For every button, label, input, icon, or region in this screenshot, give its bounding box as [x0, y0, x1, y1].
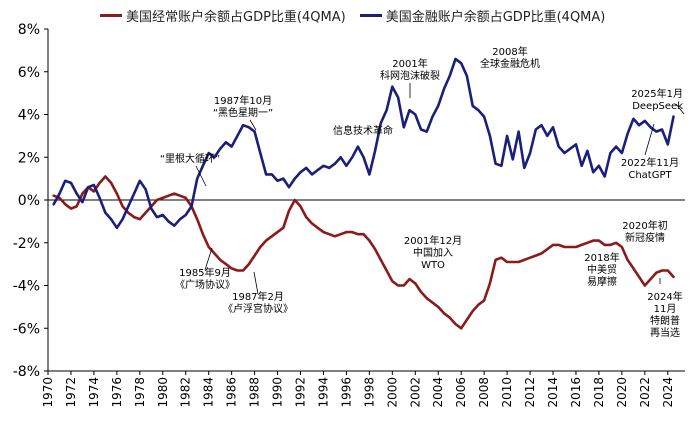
- chart-legend: 美国经常账户余额占GDP比重(4QMA) 美国金融账户余额占GDP比重(4QMA…: [100, 4, 619, 26]
- x-tick-label: 1974: [87, 377, 101, 408]
- series-line-current-account: [52, 175, 675, 330]
- x-tick-label: 1980: [156, 377, 170, 408]
- y-tick-label: 8%: [18, 22, 40, 38]
- annotation-gfc: 2008年: [492, 45, 527, 58]
- x-tick-label: 1998: [362, 377, 376, 408]
- x-tick-label: 1994: [316, 377, 330, 408]
- annotation-black-monday: “黑色星期一”: [213, 106, 273, 119]
- annotation-it-revolution: 信息技术革命: [333, 124, 393, 137]
- annotation-trade-war: 中美贸: [587, 263, 617, 276]
- y-tick-label: 4%: [18, 108, 40, 124]
- x-tick-label: 1996: [339, 377, 353, 408]
- annotation-covid: 新冠疫情: [625, 231, 665, 244]
- annotation-leader-reagan: [195, 165, 207, 187]
- x-tick-label: 2016: [569, 377, 583, 408]
- annotation-plaza: 《广场协议》: [175, 278, 235, 291]
- y-tick-label: -6%: [13, 321, 40, 337]
- annotation-dotcom: 2001年: [392, 57, 427, 70]
- x-tick-label: 1976: [110, 377, 124, 408]
- annotation-trump: 特朗普: [650, 314, 680, 327]
- x-tick-label: 1978: [133, 377, 147, 408]
- y-tick-label: 0%: [18, 193, 40, 209]
- x-tick-label: 2014: [546, 377, 560, 408]
- x-tick-label: 2002: [408, 377, 422, 408]
- x-tick-label: 2006: [454, 377, 468, 408]
- annotation-dotcom: 科网泡沫破裂: [380, 69, 440, 82]
- x-tick-label: 1992: [294, 377, 308, 408]
- x-tick-label: 1982: [179, 377, 193, 408]
- x-tick-label: 2004: [431, 377, 445, 408]
- x-tick-label: 2000: [385, 377, 399, 408]
- x-tick-label: 2008: [477, 377, 491, 408]
- x-tick-label: 2022: [638, 377, 652, 408]
- annotation-chatgpt: ChatGPT: [628, 170, 672, 181]
- legend-label-financial-account: 美国金融账户余额占GDP比重(4QMA): [385, 9, 606, 25]
- annotation-wto: 中国加入: [413, 246, 453, 259]
- x-tick-label: 1988: [248, 377, 262, 408]
- annotation-leader-plaza: [204, 247, 213, 271]
- y-tick-label: -4%: [13, 279, 40, 295]
- x-tick-label: 1972: [64, 377, 78, 408]
- legend-label-current-account: 美国经常账户余额占GDP比重(4QMA): [126, 9, 346, 25]
- x-tick-label: 1970: [41, 377, 55, 408]
- annotation-chatgpt: 2022年11月: [621, 156, 679, 169]
- annotation-black-monday: 1987年10月: [214, 94, 272, 107]
- annotation-leader-chatgpt: [644, 123, 655, 156]
- x-tick-label: 2010: [500, 377, 514, 408]
- x-tick-label: 1990: [271, 377, 285, 408]
- annotation-gfc: 全球金融危机: [480, 57, 540, 70]
- x-tick-label: 2020: [615, 377, 629, 408]
- y-tick-label: 6%: [18, 65, 40, 81]
- x-tick-label: 1984: [202, 377, 216, 408]
- y-tick-label: 2%: [18, 150, 40, 166]
- legend-swatch-current-account: [100, 13, 122, 17]
- annotation-reagan: “里根大循环”: [160, 152, 220, 165]
- annotation-trump: 再当选: [650, 326, 680, 339]
- annotation-trade-war: 易摩擦: [587, 275, 617, 288]
- annotation-trade-war: 2018年: [584, 251, 619, 264]
- legend-item-current-account: 美国经常账户余额占GDP比重(4QMA): [100, 6, 346, 25]
- y-tick-label: -2%: [13, 236, 40, 252]
- annotation-leader-louvre: [253, 271, 259, 295]
- x-tick-label: 1986: [225, 377, 239, 408]
- annotation-wto: 2001年12月: [404, 234, 462, 247]
- x-tick-label: 2012: [523, 377, 537, 408]
- annotation-deepseek: 2025年1月: [631, 87, 683, 100]
- annotation-deepseek: DeepSeek: [632, 101, 683, 112]
- annotation-plaza: 1985年9月: [179, 266, 231, 279]
- annotation-louvre: 1987年2月: [232, 290, 284, 303]
- annotation-wto: WTO: [421, 260, 445, 271]
- legend-swatch-financial-account: [359, 13, 382, 17]
- annotation-trump: 11月: [654, 303, 677, 315]
- annotation-leader-deepseek: [675, 103, 685, 115]
- annotation-trump: 2024年: [647, 290, 682, 303]
- annotation-leader-black-monday: [249, 119, 257, 131]
- series-line-financial-account: [52, 57, 675, 230]
- x-tick-label: 2024: [661, 377, 675, 408]
- annotation-louvre: 《卢浮宫协议》: [223, 302, 293, 315]
- y-tick-label: -8%: [13, 364, 40, 380]
- x-tick-label: 2018: [592, 377, 606, 408]
- annotation-covid: 2020年初: [622, 219, 667, 232]
- legend-item-financial-account: 美国金融账户余额占GDP比重(4QMA): [359, 6, 606, 25]
